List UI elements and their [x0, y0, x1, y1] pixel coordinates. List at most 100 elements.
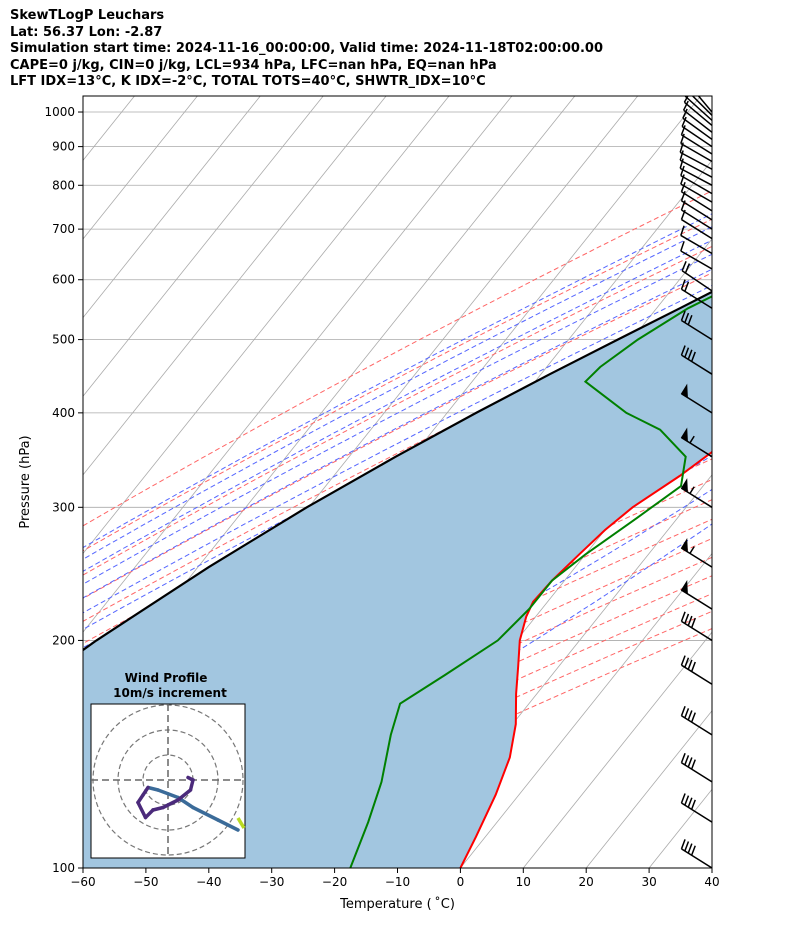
isotherm-line: [83, 96, 324, 397]
wind-barb: [680, 839, 712, 868]
chart-title-block: SkewTLogP Leuchars Lat: 56.37 Lon: -2.87…: [10, 8, 603, 91]
parcel-line: [83, 290, 712, 652]
wind-barb: [680, 655, 712, 685]
stability-line: CAPE=0 j/kg, CIN=0 j/kg, LCL=934 hPa, LF…: [10, 57, 497, 73]
moist-adiabat-line: [83, 488, 712, 840]
wind-barbs: [679, 96, 712, 868]
hodograph-segment: [191, 805, 220, 822]
x-tick-label: −40: [196, 875, 221, 889]
x-tick-label: 40: [704, 875, 719, 889]
y-tick-label: 400: [52, 406, 75, 420]
x-tick-label: −10: [385, 875, 410, 889]
wind-barb: [684, 96, 712, 121]
moist-adiabat-line: [83, 226, 712, 560]
wind-barb: [680, 174, 712, 203]
y-tick-label: 800: [52, 178, 75, 192]
hodograph-segment: [143, 808, 155, 820]
wind-barb: [680, 133, 712, 163]
wind-barb: [680, 181, 712, 212]
x-tick-label: 0: [457, 875, 465, 889]
y-tick-label: 1000: [44, 105, 75, 119]
wind-barb: [681, 116, 712, 148]
y-tick-label: 900: [52, 140, 75, 154]
wind-barb: [680, 478, 712, 508]
wind-barb: [697, 96, 712, 113]
time-line: Simulation start time: 2024-11-16_00:00:…: [10, 41, 603, 56]
y-tick-label: 100: [52, 861, 75, 875]
dewpoint-line: [349, 295, 712, 868]
wind-barb: [680, 793, 712, 823]
dry-adiabat-line: [83, 190, 712, 527]
chart-title: SkewTLogP Leuchars: [10, 8, 165, 23]
isotherm-line: [775, 96, 794, 868]
hodograph-title: Wind Profile: [125, 671, 208, 685]
y-tick-label: 500: [52, 333, 75, 347]
wind-barb: [682, 108, 712, 141]
dry-adiabat-line: [83, 218, 712, 552]
location-line: Lat: 56.37 Lon: -2.87: [10, 24, 163, 40]
isotherm-line: [83, 96, 513, 633]
wind-barb: [681, 261, 712, 292]
dry-adiabat-line: [83, 245, 712, 576]
x-tick-label: 10: [516, 875, 531, 889]
hodograph-segment: [161, 798, 180, 810]
hodograph-subtitle: 10m/s increment: [113, 686, 227, 700]
temperature-line: [459, 450, 712, 868]
isotherm-line: [711, 867, 712, 868]
hodograph-segment: [216, 818, 240, 832]
isotherm-line: [83, 96, 261, 319]
isotherm-line: [83, 96, 450, 555]
isotherm-line: [83, 96, 387, 476]
hodograph-segment: [156, 788, 180, 800]
hodograph-segment: [176, 788, 193, 802]
isotherm-line: [0, 96, 72, 868]
wind-barb: [680, 705, 712, 736]
x-tick-label: −20: [322, 875, 347, 889]
moist-adiabat-line: [133, 523, 712, 868]
axes: −60 −50 −40 −30 −20 −10 0 10 20 30 40 100 200 300 400 5…: [18, 105, 720, 912]
x-tick-label: 30: [641, 875, 656, 889]
x-tick-label: 20: [579, 875, 594, 889]
wind-barb: [680, 611, 712, 642]
wind-barb: [679, 158, 712, 186]
wind-barb: [680, 190, 712, 221]
hodograph-segment: [186, 775, 195, 782]
hodograph-segment: [136, 800, 148, 820]
wind-barb: [680, 279, 712, 309]
wind-barb: [680, 200, 712, 230]
x-tick-label: −30: [259, 875, 284, 889]
mixing-ratio-line: [786, 96, 794, 280]
y-tick-label: 300: [52, 500, 75, 514]
wind-barb: [679, 142, 712, 170]
wind-barb: [680, 537, 712, 568]
wind-barb: [680, 752, 712, 783]
wind-barb: [680, 310, 712, 341]
isotherm-line: [522, 631, 712, 868]
dry-adiabat-line: [83, 272, 712, 600]
wind-barb: [680, 427, 712, 458]
moist-adiabat-line: [83, 253, 712, 585]
profile-lines: [83, 290, 712, 868]
moist-adiabat-line: [83, 239, 712, 572]
y-tick-label: 600: [52, 273, 75, 287]
wind-barb: [691, 96, 712, 116]
wind-barb: [680, 225, 712, 255]
x-tick-label: −50: [133, 875, 158, 889]
isotherm-line: [460, 552, 712, 868]
wind-barb: [680, 165, 712, 195]
y-tick-label: 200: [52, 633, 75, 647]
wind-barb: [680, 209, 712, 240]
wind-barb: [683, 96, 712, 126]
wind-barb: [679, 150, 712, 178]
isotherm-line: [585, 710, 712, 868]
isotherm-line: [83, 96, 576, 712]
wind-barb: [680, 345, 712, 375]
wind-barb: [682, 100, 712, 133]
x-tick-label: −60: [70, 875, 95, 889]
y-tick-label: 700: [52, 222, 75, 236]
moist-adiabat-line: [83, 284, 712, 614]
isotherm-line: [83, 96, 198, 240]
wind-barb: [680, 241, 712, 270]
